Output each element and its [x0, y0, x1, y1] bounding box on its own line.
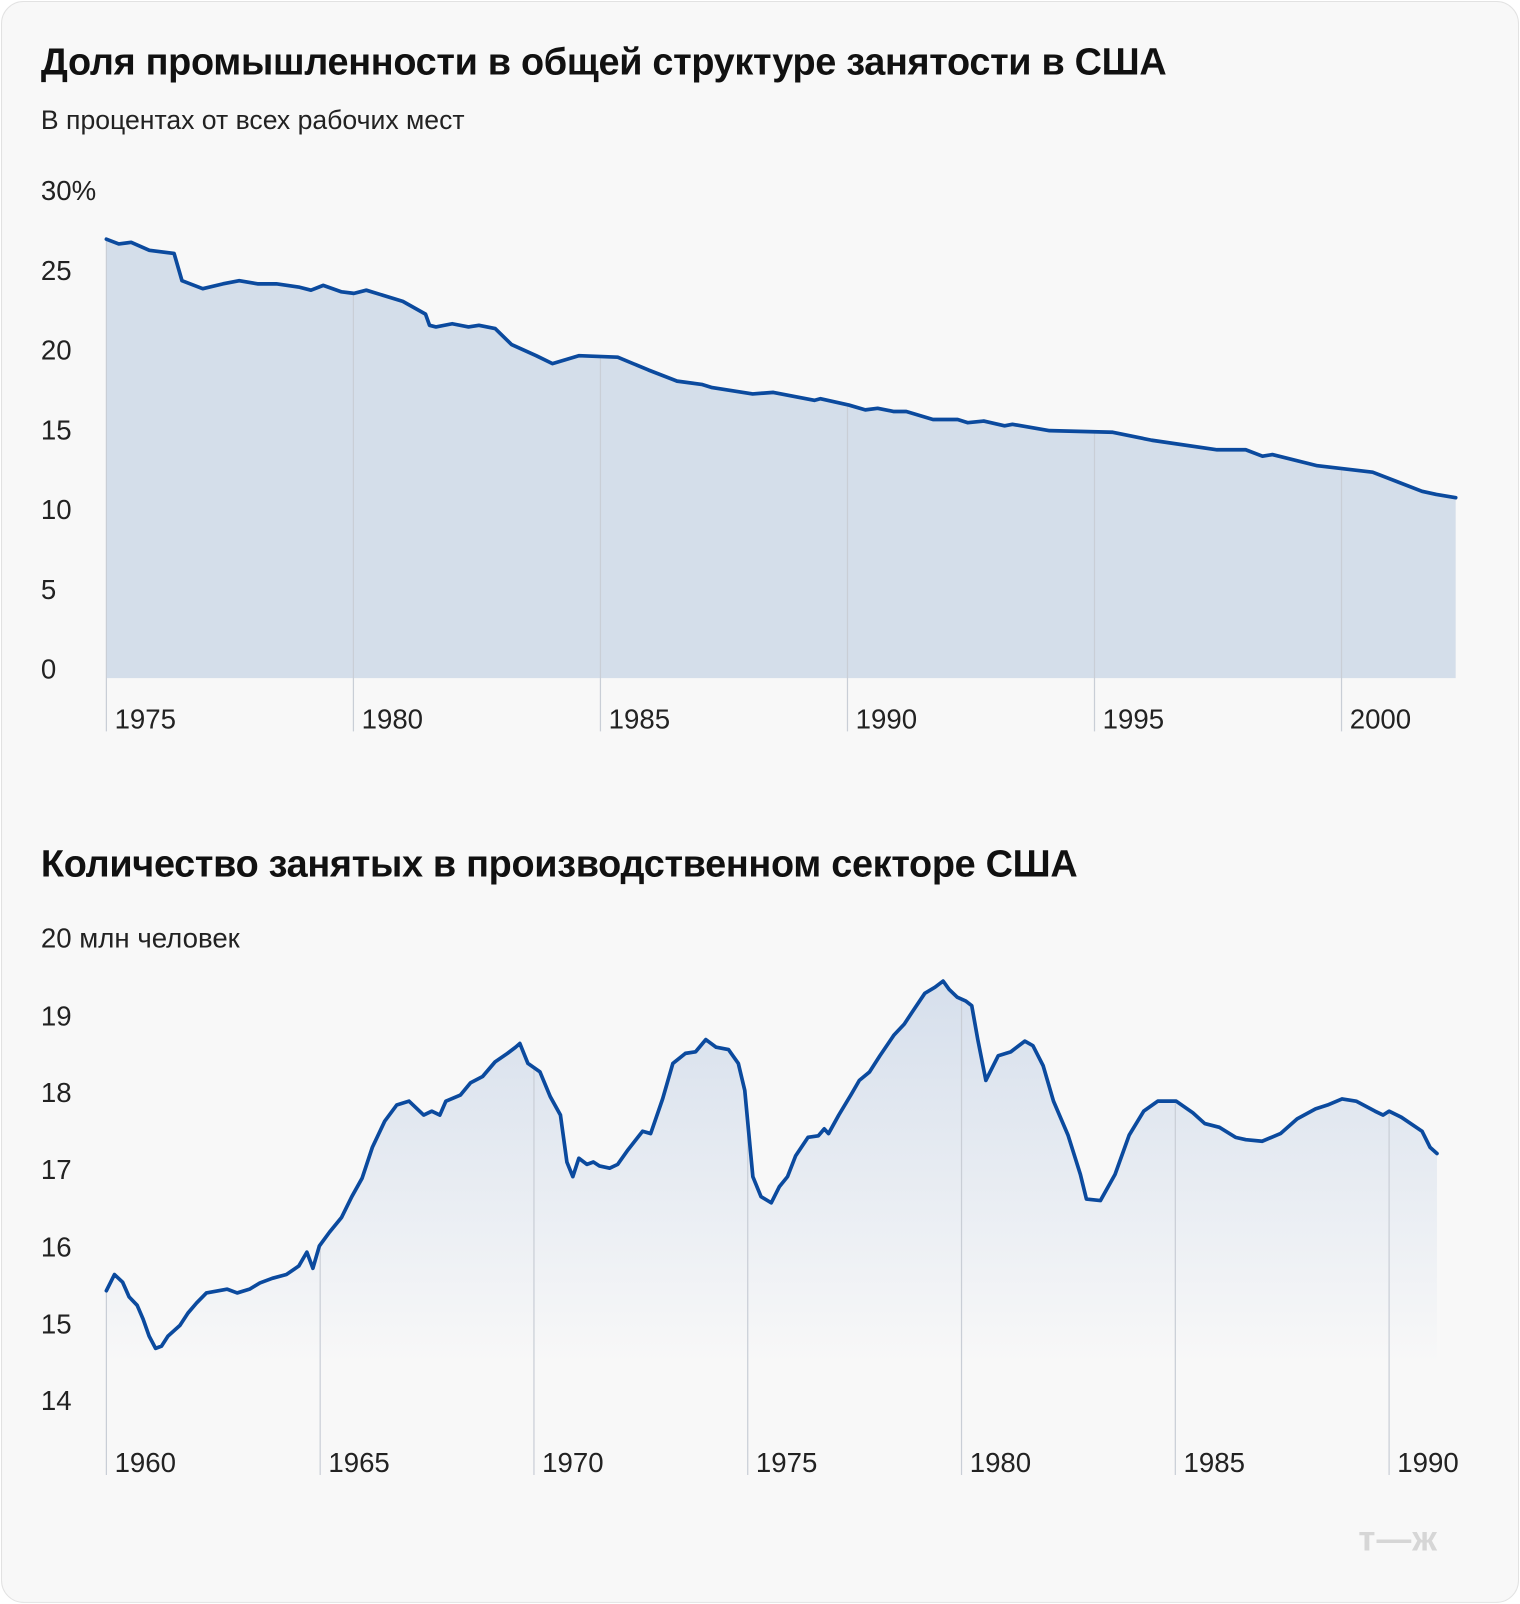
chart1-line — [104, 237, 1458, 500]
chart2-y-tick-label: 20 млн человек — [40, 923, 240, 955]
chart2-area — [106, 981, 1437, 1366]
chart1-title: Доля промышленности в общей структуре за… — [40, 40, 1167, 83]
chart2-x-tick-label: 1980 — [969, 1447, 1032, 1479]
chart1-y-tick-label: 5 — [40, 574, 57, 606]
chart2-y-tick-label: 18 — [40, 1077, 72, 1109]
chart1-x-tick-label: 2000 — [1349, 703, 1412, 735]
chart2-x-tick-label: 1970 — [542, 1447, 604, 1479]
chart1-y-tick-label: 15 — [40, 414, 72, 446]
chart1-subtitle: В процентах от всех рабочих мест — [40, 104, 465, 136]
chart2-x-tick-label: 1990 — [1397, 1447, 1459, 1479]
chart1-x-tick-label: 1995 — [1102, 703, 1165, 735]
tzh-logo: т—ж — [1358, 1520, 1438, 1559]
chart2-x-tick-label: 1975 — [755, 1447, 818, 1479]
chart1-y-tick-label: 25 — [40, 255, 72, 286]
chart2-y-tick-label: 16 — [40, 1231, 72, 1263]
chart1-x-tick-label: 1975 — [114, 703, 177, 735]
chart2-x-tick-label: 1960 — [114, 1447, 177, 1479]
chart1-y-tick-label: 10 — [40, 494, 72, 526]
chart2-title: Количество занятых в производственном се… — [40, 842, 1078, 885]
chart2-x-tick-label: 1985 — [1183, 1447, 1245, 1479]
chart2-y-tick-label: 14 — [40, 1385, 72, 1417]
chart1-x-tick-label: 1990 — [855, 703, 918, 735]
chart2-y-tick-label: 17 — [40, 1154, 72, 1186]
chart2-y-tick-label: 15 — [40, 1308, 72, 1340]
chart1-y-tick-label: 20 — [40, 334, 72, 366]
chart1-x-tick-label: 1985 — [608, 703, 671, 735]
chart1-area — [106, 239, 1456, 679]
chart2-y-tick-label: 19 — [40, 1000, 72, 1032]
chart2-x-tick-label: 1965 — [328, 1447, 390, 1479]
chart1-y-tick-label: 0 — [40, 654, 57, 685]
chart1-x-tick-label: 1980 — [361, 703, 424, 735]
chart1-y-tick-label: 30% — [40, 175, 97, 207]
chart2-line — [104, 979, 1439, 1351]
